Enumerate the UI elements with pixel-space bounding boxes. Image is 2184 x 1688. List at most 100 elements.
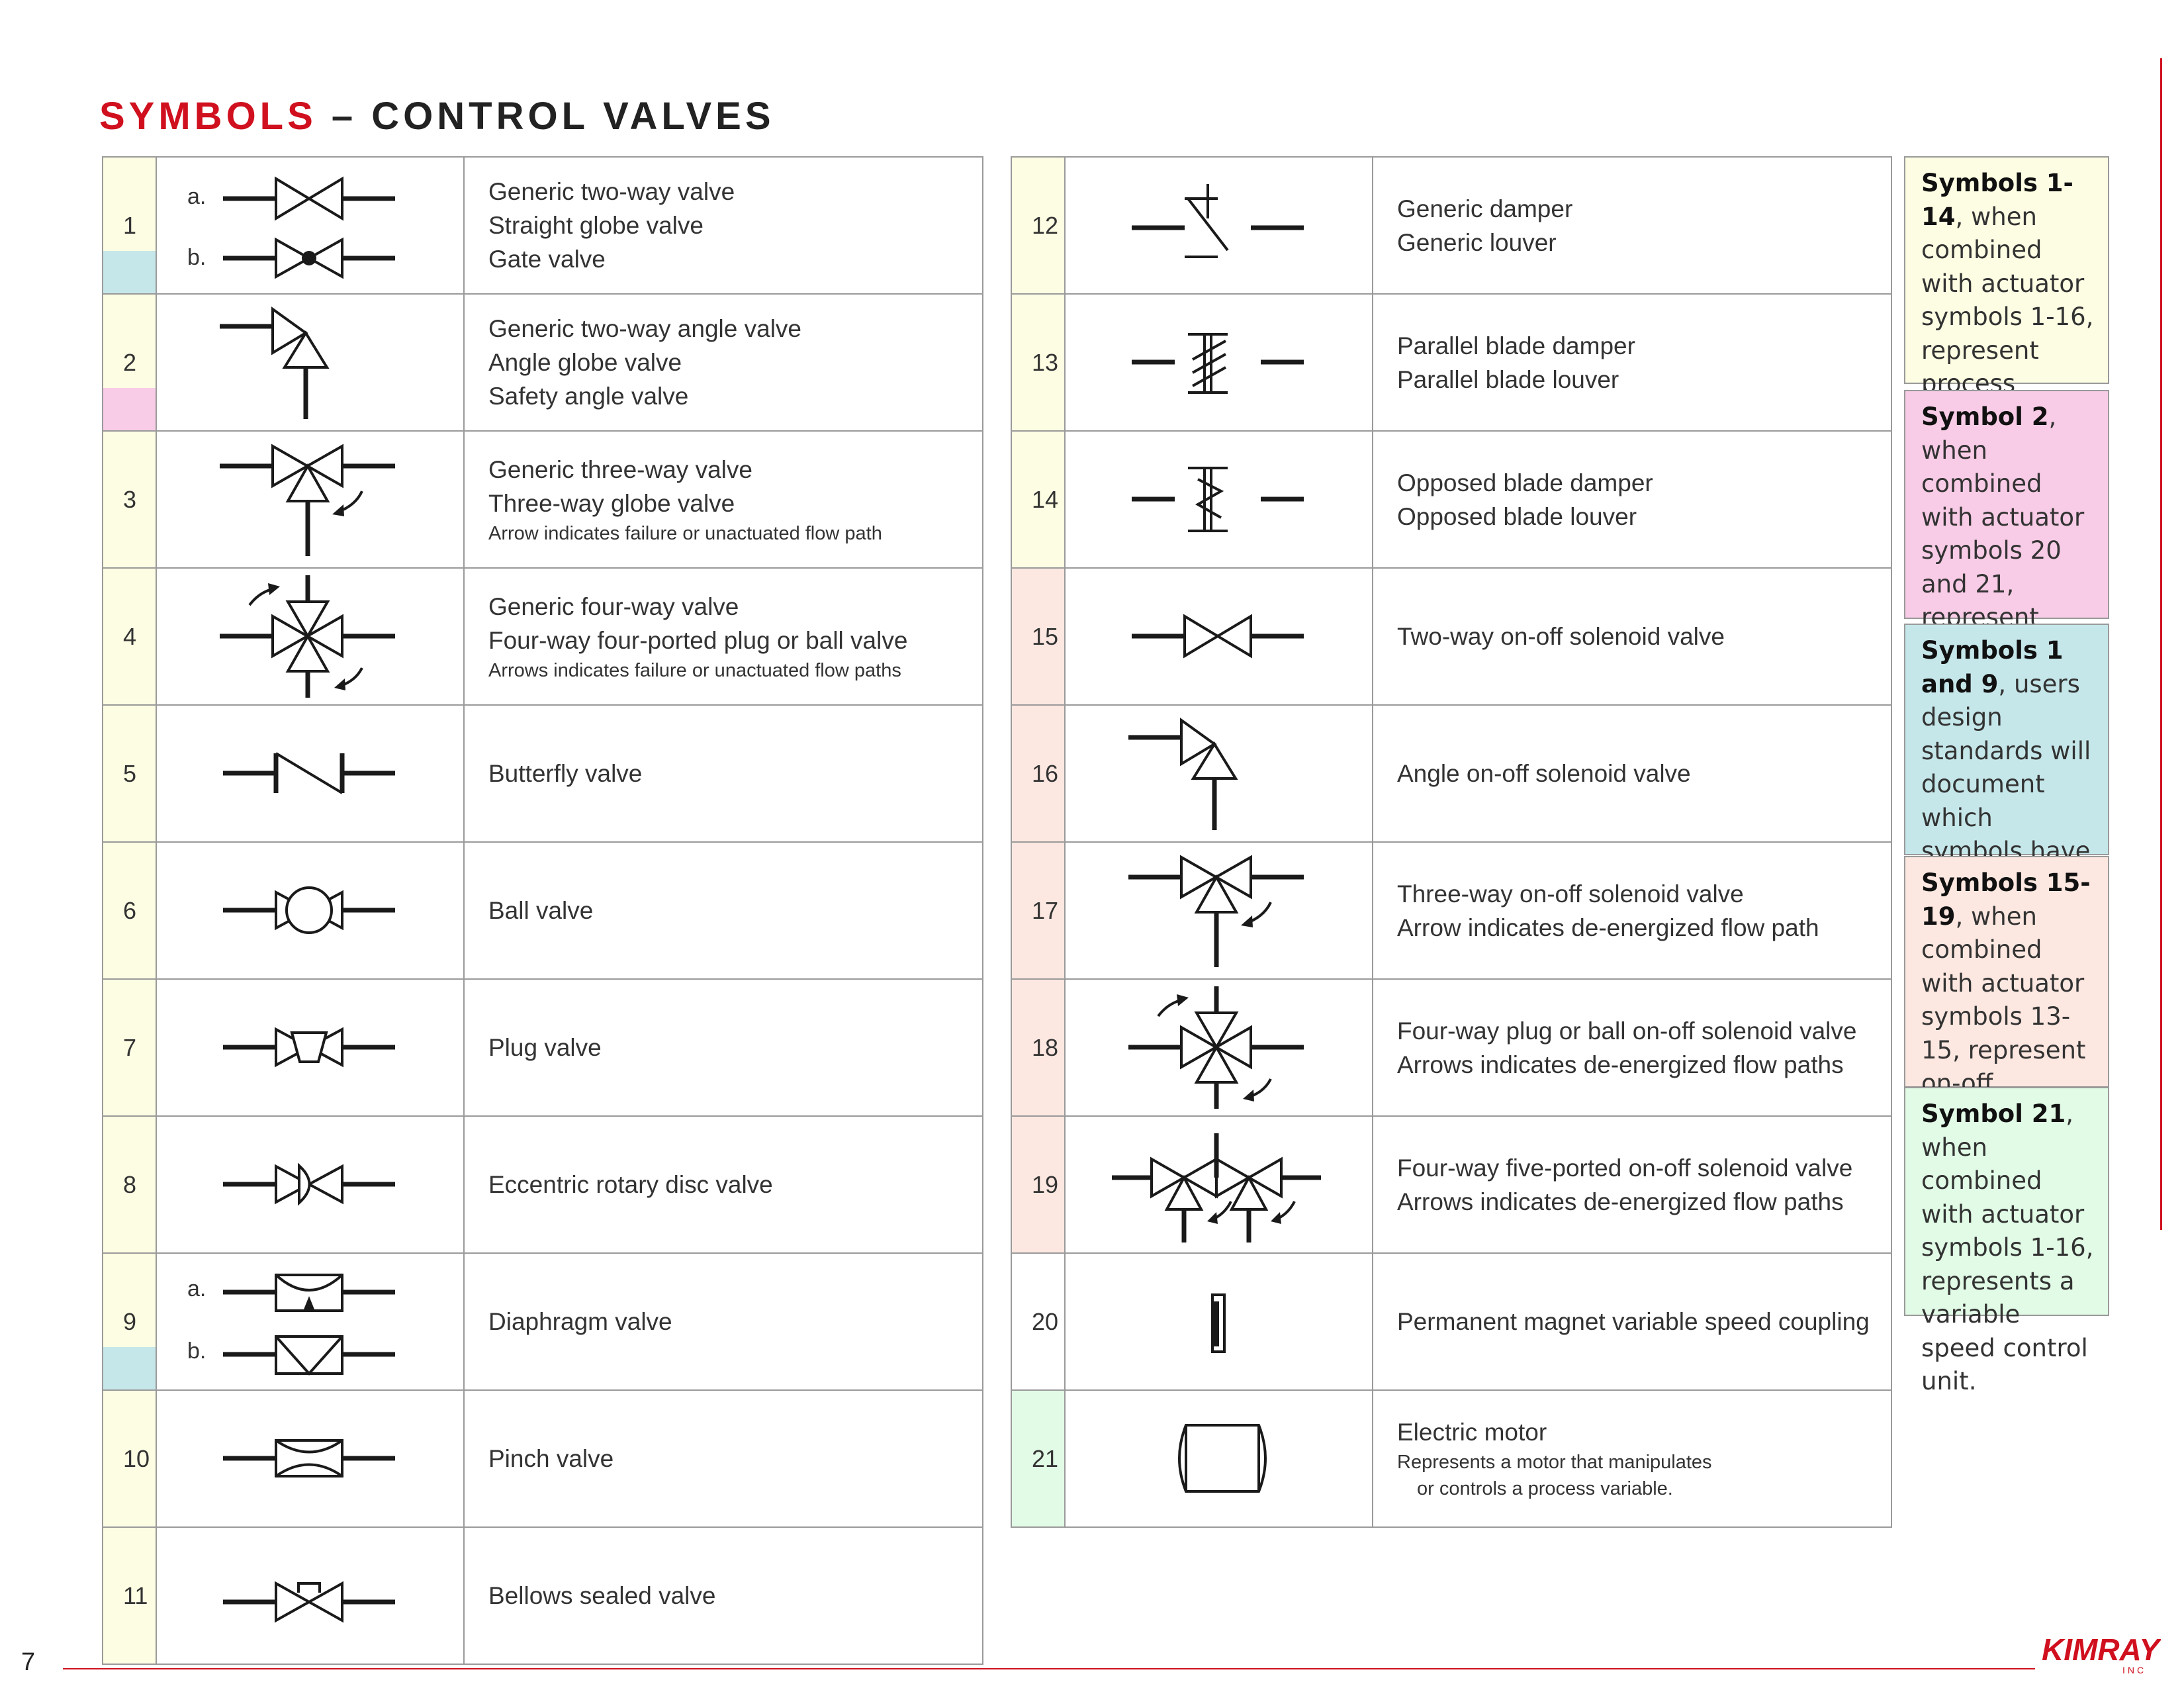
row-description: Generic damper Generic louver bbox=[1372, 156, 1892, 295]
parallel-blade-damper-icon bbox=[1064, 293, 1373, 432]
table-row: 2 Generic two-way angle valve Angle globe… bbox=[102, 293, 983, 432]
row-description: Four-way five-ported on-off solenoid val… bbox=[1372, 1115, 1892, 1254]
row-description: Generic three-way valve Three-way globe v… bbox=[463, 430, 983, 569]
row-description: Ball valve bbox=[463, 841, 983, 980]
row-description: Opposed blade damper Opposed blade louver bbox=[1372, 430, 1892, 569]
plug-valve-icon bbox=[156, 978, 465, 1117]
page-edge-bar bbox=[2160, 58, 2162, 1230]
table-row: 21 Electric motor Represents a motor that… bbox=[1011, 1389, 1892, 1528]
row-description: Parallel blade damper Parallel blade louv… bbox=[1372, 293, 1892, 432]
table-row: 20 Permanent magnet variable speed coupl… bbox=[1011, 1252, 1892, 1391]
pinch-valve-icon bbox=[156, 1389, 465, 1528]
option-b-label: b. bbox=[187, 245, 206, 270]
table-row: 8 Eccentric rotary disc valve bbox=[102, 1115, 983, 1254]
row-number: 14 bbox=[1011, 430, 1066, 569]
table-row: 14 Opposed blade damper Opposed blade lou… bbox=[1011, 430, 1892, 569]
row-description: Pinch valve bbox=[463, 1389, 983, 1528]
page-number: 7 bbox=[21, 1648, 36, 1676]
row-description: Electric motor Represents a motor that ma… bbox=[1372, 1389, 1892, 1528]
logo-sub-text: INC bbox=[2122, 1665, 2146, 1675]
row-description: Bellows sealed valve bbox=[463, 1526, 983, 1665]
row-description: Three-way on-off solenoid valve Arrow ind… bbox=[1372, 841, 1892, 980]
note-symbols-1-14: Symbols 1-14, when combined with actuato… bbox=[1904, 156, 2109, 465]
table-row: 15 Two-way on-off solenoid valve bbox=[1011, 567, 1892, 706]
ball-valve-icon bbox=[156, 841, 465, 980]
left-symbol-table: 1 a. b. Generic two-way valve Straight gl… bbox=[102, 156, 983, 1665]
angle-valve-icon bbox=[156, 293, 465, 432]
three-way-solenoid-valve-icon bbox=[1064, 841, 1373, 980]
row-number: 7 bbox=[102, 978, 157, 1117]
bellows-sealed-valve-icon bbox=[156, 1526, 465, 1665]
page-title: SYMBOLS – CONTROL VALVES bbox=[99, 94, 775, 138]
note-symbols-1-and-9: Symbols 1 and 9, users design standards … bbox=[1904, 624, 2109, 932]
row-number: 17 bbox=[1011, 841, 1066, 980]
table-row: 16 Angle on-off solenoid valve bbox=[1011, 704, 1892, 843]
logo-text: KIMRAY bbox=[2042, 1632, 2161, 1667]
table-row: 7 Plug valve bbox=[102, 978, 983, 1117]
row-description: Diaphragm valve bbox=[463, 1252, 983, 1391]
row-number: 1 bbox=[102, 156, 157, 295]
table-row: 4 Generic four-way valve Four-way four-po… bbox=[102, 567, 983, 706]
row-description: Butterfly valve bbox=[463, 704, 983, 843]
two-way-solenoid-valve-icon bbox=[1064, 567, 1373, 706]
row-description: Angle on-off solenoid valve bbox=[1372, 704, 1892, 843]
eccentric-rotary-disc-valve-icon bbox=[156, 1115, 465, 1254]
table-row: 13 Parallel blade damper Parallel blade l… bbox=[1011, 293, 1892, 432]
opposed-blade-damper-icon bbox=[1064, 430, 1373, 569]
row-number: 15 bbox=[1011, 567, 1066, 706]
option-a-label: a. bbox=[187, 184, 206, 209]
row-description: Eccentric rotary disc valve bbox=[463, 1115, 983, 1254]
four-way-solenoid-valve-icon bbox=[1064, 978, 1373, 1117]
footer-rule bbox=[63, 1668, 2035, 1669]
row-number: 2 bbox=[102, 293, 157, 432]
butterfly-valve-icon bbox=[156, 704, 465, 843]
color-tab bbox=[103, 1347, 156, 1389]
row-number: 18 bbox=[1011, 978, 1066, 1117]
electric-motor-icon bbox=[1064, 1389, 1373, 1528]
row-number: 5 bbox=[102, 704, 157, 843]
kimray-logo: KIMRAY INC bbox=[2042, 1632, 2161, 1675]
row-description: Generic two-way valve Straight globe valv… bbox=[463, 156, 983, 295]
row-description: Four-way plug or ball on-off solenoid va… bbox=[1372, 978, 1892, 1117]
row-number: 8 bbox=[102, 1115, 157, 1254]
note-symbol-21: Symbol 21, when combined with actuator s… bbox=[1904, 1087, 2109, 1395]
row-number: 6 bbox=[102, 841, 157, 980]
generic-two-way-valve-icon: a. b. bbox=[156, 156, 465, 295]
row-number: 19 bbox=[1011, 1115, 1066, 1254]
table-row: 18 Four-way plug or ball on-off solenoid… bbox=[1011, 978, 1892, 1117]
row-number: 9 bbox=[102, 1252, 157, 1391]
color-tab bbox=[103, 251, 156, 293]
row-number: 20 bbox=[1011, 1252, 1066, 1391]
magnet-coupling-icon bbox=[1064, 1252, 1373, 1391]
title-symbols: SYMBOLS bbox=[99, 95, 317, 138]
table-row: 3 Generic three-way valve Three-way globe… bbox=[102, 430, 983, 569]
table-row: 17 Three-way on-off solenoid valve Arrow … bbox=[1011, 841, 1892, 980]
row-description: Generic two-way angle valve Angle globe v… bbox=[463, 293, 983, 432]
table-row: 6 Ball valve bbox=[102, 841, 983, 980]
note-symbol-2: Symbol 2, when combined with actuator sy… bbox=[1904, 390, 2109, 698]
row-number: 11 bbox=[102, 1526, 157, 1665]
right-symbol-table: 12 Generic damper Generic louver 13 Paral… bbox=[1011, 156, 1892, 1528]
option-b-label: b. bbox=[187, 1338, 206, 1364]
row-number: 21 bbox=[1011, 1389, 1066, 1528]
option-a-label: a. bbox=[187, 1276, 206, 1301]
row-number: 4 bbox=[102, 567, 157, 706]
three-way-valve-icon bbox=[156, 430, 465, 569]
title-control-valves: – CONTROL VALVES bbox=[316, 95, 775, 138]
five-ported-solenoid-valve-icon bbox=[1064, 1115, 1373, 1254]
table-row: 19 Four-way five-ported on-off solenoid … bbox=[1011, 1115, 1892, 1254]
row-number: 16 bbox=[1011, 704, 1066, 843]
table-row: 1 a. b. Generic two-way valve Straight gl… bbox=[102, 156, 983, 295]
row-number: 12 bbox=[1011, 156, 1066, 295]
row-number: 13 bbox=[1011, 293, 1066, 432]
color-tab bbox=[103, 388, 156, 430]
table-row: 10 Pinch valve bbox=[102, 1389, 983, 1528]
four-way-valve-icon bbox=[156, 567, 465, 706]
row-description: Permanent magnet variable speed coupling bbox=[1372, 1252, 1892, 1391]
row-number: 10 bbox=[102, 1389, 157, 1528]
table-row: 11 Bellows sealed valve bbox=[102, 1526, 983, 1665]
angle-solenoid-valve-icon bbox=[1064, 704, 1373, 843]
table-row: 12 Generic damper Generic louver bbox=[1011, 156, 1892, 295]
table-row: 9 a. b. Diaphragm valve bbox=[102, 1252, 983, 1391]
diaphragm-valve-icon: a. b. bbox=[156, 1252, 465, 1391]
